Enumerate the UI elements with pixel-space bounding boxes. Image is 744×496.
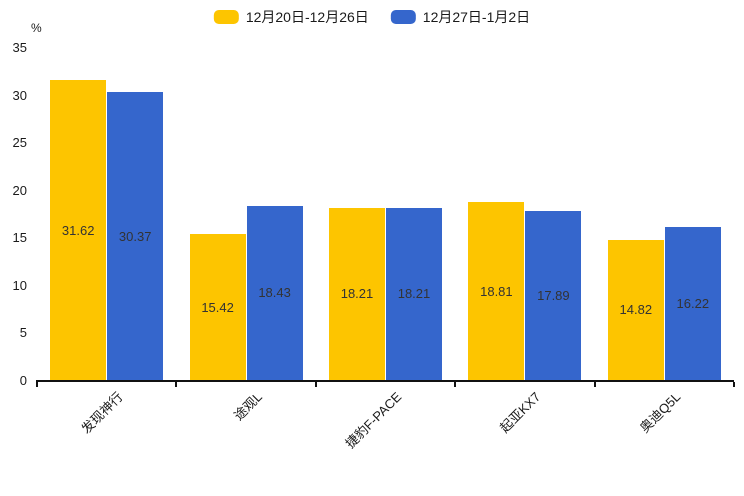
legend: 12月20日-12月26日 12月27日-1月2日 bbox=[213, 7, 531, 27]
bar-series2-奥迪Q5L bbox=[664, 226, 721, 381]
legend-swatch-week2 bbox=[390, 10, 416, 24]
y-axis-tick-label: 20 bbox=[12, 182, 27, 198]
bar-value-label: 14.82 bbox=[619, 302, 653, 318]
bar-series1-途观L bbox=[189, 234, 246, 381]
x-axis-category-label: 捷豹F-PACE bbox=[342, 389, 405, 452]
bar-series2-途观L bbox=[246, 205, 303, 381]
legend-label-week1: 12月20日-12月26日 bbox=[245, 9, 369, 25]
x-axis-category-label: 途观L bbox=[230, 389, 265, 424]
x-axis-category-label: 起亚KX7 bbox=[497, 389, 544, 436]
bar-series2-捷豹F-PACE bbox=[386, 207, 442, 381]
bar-series1-起亚KX7 bbox=[468, 202, 525, 381]
bar-value-label: 18.21 bbox=[340, 286, 374, 302]
x-axis-tick bbox=[454, 382, 457, 387]
y-axis-tick-label: 0 bbox=[19, 373, 27, 388]
bar-series1-捷豹F-PACE bbox=[329, 207, 385, 381]
y-axis-unit-label: % bbox=[31, 21, 42, 35]
bar-value-label: 18.21 bbox=[397, 286, 431, 302]
bar-series1-奥迪Q5L bbox=[607, 239, 664, 381]
legend-item-week2: 12月27日-1月2日 bbox=[390, 7, 531, 27]
y-axis-tick-label: 35 bbox=[12, 40, 27, 55]
bar-series2-起亚KX7 bbox=[525, 210, 582, 381]
x-axis-category-label: 奥迪Q5L bbox=[636, 389, 684, 436]
x-axis-line bbox=[36, 380, 734, 382]
bar-value-label: 18.81 bbox=[480, 283, 513, 299]
x-axis-tick bbox=[175, 382, 178, 387]
bar-value-label: 31.62 bbox=[61, 222, 95, 238]
y-axis-tick-label: 15 bbox=[12, 230, 27, 246]
bar-series2-发现神行 bbox=[107, 92, 164, 381]
legend-swatch-week1 bbox=[213, 10, 239, 24]
bar-value-label: 18.43 bbox=[258, 285, 291, 301]
x-axis-category-label: 发现神行 bbox=[78, 389, 126, 437]
x-axis-tick bbox=[593, 382, 596, 387]
bar-value-label: 15.42 bbox=[201, 299, 234, 315]
x-axis-tick bbox=[36, 382, 38, 387]
y-axis-tick-label: 5 bbox=[19, 325, 27, 341]
x-axis-tick bbox=[733, 382, 735, 387]
x-axis-tick bbox=[314, 382, 317, 387]
y-axis-tick-label: 30 bbox=[12, 87, 27, 103]
y-axis-tick-label: 25 bbox=[12, 135, 27, 151]
legend-label-week2: 12月27日-1月2日 bbox=[422, 9, 531, 25]
y-axis-tick-label: 10 bbox=[12, 277, 27, 293]
bar-value-label: 30.37 bbox=[118, 228, 152, 244]
bar-value-label: 17.89 bbox=[537, 287, 570, 303]
legend-item-week1: 12月20日-12月26日 bbox=[213, 7, 369, 27]
bar-series1-发现神行 bbox=[50, 80, 107, 381]
bar-value-label: 16.22 bbox=[676, 295, 710, 311]
